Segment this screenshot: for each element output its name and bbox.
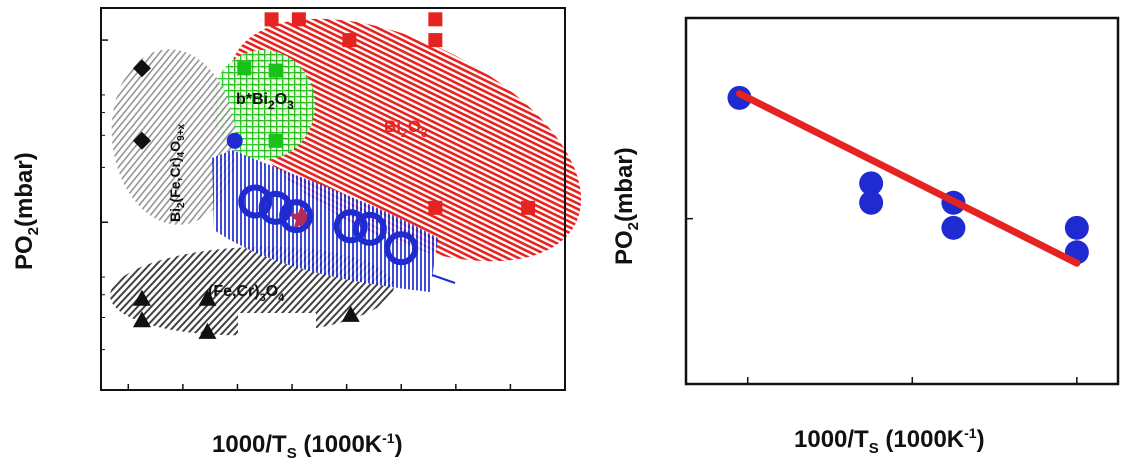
y-axis-label-a-part-1: 2 — [25, 227, 42, 235]
x-axis-label-b-part-3: -1 — [964, 425, 977, 441]
x-axis-label-a-part-1: S — [287, 445, 297, 462]
region-label-fecro: (Fe,Cr)3O4 — [208, 283, 285, 304]
region-label-bifecro-part-0: Bi — [167, 208, 183, 222]
triangle-marker — [198, 322, 217, 339]
triangle-marker — [132, 289, 151, 306]
triangle-marker — [341, 305, 360, 322]
axes-frame-b — [684, 16, 1120, 386]
region-label-bbi2o3-part-1: 2 — [268, 98, 275, 112]
data-point-b — [859, 171, 884, 196]
bfco-pointer — [431, 274, 456, 284]
bfco-sample-marker — [279, 199, 314, 234]
x-axis-label-a-part-4: ) — [395, 431, 403, 458]
square-marker — [268, 133, 283, 148]
y-axis-label-b-part-1: 2 — [625, 222, 642, 230]
region-label-bi2o3: Bi2O3 — [384, 117, 428, 140]
bfco-sample-marker — [238, 184, 273, 219]
square-marker — [268, 63, 283, 78]
triangle-marker — [132, 311, 151, 328]
region-label-bifecro-part-3: 4 — [176, 151, 187, 157]
region-label-bbi2o3-part-2: O — [275, 91, 287, 108]
region-label-bi2o3-part-2: O — [408, 117, 421, 136]
x-axis-label-b-part-0: 1000/T — [794, 426, 869, 453]
fit-line-b — [735, 90, 1081, 267]
data-point-b — [1064, 215, 1089, 240]
square-marker — [428, 33, 443, 48]
square-marker — [428, 200, 443, 215]
region-1 — [211, 50, 315, 160]
x-axis-label-a-part-0: 1000/T — [212, 431, 287, 458]
region-label-fecro-part-3: 4 — [278, 292, 285, 304]
region-label-bi2o3-part-0: Bi — [384, 117, 401, 136]
panel-a: 1000/TS (1000K-1)PO2(mbar)Bi2O3b*Bi2O3Bi… — [11, 7, 582, 462]
bfco-sample-marker — [258, 190, 293, 225]
square-marker — [291, 12, 306, 27]
data-point-b — [941, 215, 966, 240]
region-label-bifecro-part-1: 2 — [176, 202, 187, 208]
bfco-sample-marker — [352, 211, 387, 246]
region-label-bg — [238, 313, 316, 337]
triangle-marker — [198, 289, 217, 306]
y-axis-label-b-part-0: PO — [611, 230, 638, 265]
region-label-bifecro-part-2: (Fe,Cr) — [167, 157, 183, 202]
x-axis-label-a: 1000/TS (1000K-1) — [212, 430, 403, 462]
diamond-marker — [132, 59, 151, 78]
region-label-bbi2o3: b*Bi2O3 — [236, 91, 294, 112]
region-label-bi2o3-part-3: 3 — [421, 126, 428, 140]
bfco-sample-marker — [384, 231, 419, 266]
region-label-bbi2o3-part-3: 3 — [287, 98, 294, 112]
y-axis-label-a-part-2: (mbar) — [11, 152, 38, 227]
region-label-bifecro: Bi2(Fe,Cr)4O9+x — [167, 123, 187, 222]
region-label-fecro-part-1: 3 — [260, 292, 266, 304]
region-label-bifecro-part-5: 9+x — [176, 123, 187, 140]
x-axis-label-b-part-2: (1000K — [879, 426, 965, 453]
y-axis-label-a: PO2(mbar) — [11, 152, 42, 270]
square-marker — [342, 33, 357, 48]
panel-b: 1000/TS (1000K-1) PO2(mbar) — [611, 16, 1120, 457]
x-axis-label-a-part-2: (1000K — [297, 431, 383, 458]
circle-marker — [226, 132, 243, 149]
y-axis-label-b: PO2(mbar) — [611, 147, 642, 265]
region-2 — [111, 49, 237, 225]
x-axis-label-b-part-1: S — [869, 440, 879, 457]
x-axis-label-b: 1000/TS (1000K-1) — [794, 425, 985, 457]
star-marker — [288, 204, 315, 230]
region-bfco-band — [212, 150, 438, 292]
y-axis-label-a-part-0: PO — [11, 235, 38, 270]
axes-frame-a — [100, 7, 566, 391]
square-marker — [428, 12, 443, 27]
square-marker — [521, 200, 536, 215]
region-label-fecro-part-2: O — [266, 283, 278, 300]
data-point-b — [859, 190, 884, 215]
data-point-b — [727, 85, 752, 110]
region-label-bbi2o3-part-0: b*Bi — [236, 91, 268, 108]
x-axis-label-a-part-3: -1 — [382, 430, 395, 446]
square-marker — [264, 12, 279, 27]
square-marker — [237, 61, 252, 76]
region-label-bifecro-part-4: O — [167, 141, 183, 152]
y-axis-label-b-part-2: (mbar) — [611, 147, 638, 222]
region-label-bi2o3-part-1: 2 — [401, 126, 408, 140]
bfco-sample-marker — [333, 209, 368, 244]
diamond-marker — [132, 131, 151, 150]
region-label-fecro-part-0: (Fe,Cr) — [208, 283, 260, 300]
x-axis-label-b-part-4: ) — [977, 426, 985, 453]
